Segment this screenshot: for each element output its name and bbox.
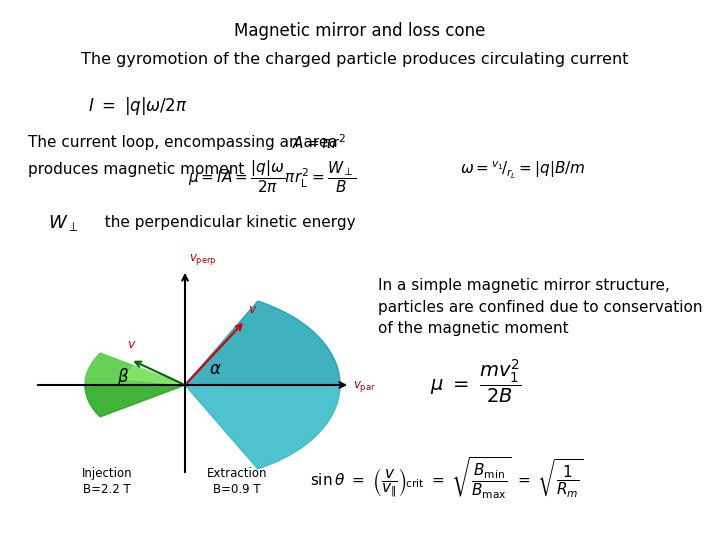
Text: The current loop, encompassing an area: The current loop, encompassing an area — [28, 135, 338, 150]
Text: Injection
B=2.2 T: Injection B=2.2 T — [81, 467, 132, 496]
Polygon shape — [185, 301, 340, 385]
Text: produces magnetic moment: produces magnetic moment — [28, 162, 244, 177]
Text: The gyromotion of the charged particle produces circulating current: The gyromotion of the charged particle p… — [81, 52, 629, 67]
Text: $\omega = {}^{v_1}\!/_{r_L} = |q|B/m$: $\omega = {}^{v_1}\!/_{r_L} = |q|B/m$ — [460, 160, 585, 181]
Text: Magnetic mirror and loss cone: Magnetic mirror and loss cone — [234, 22, 486, 40]
Text: Extraction
B=0.9 T: Extraction B=0.9 T — [207, 467, 267, 496]
Polygon shape — [185, 301, 340, 469]
Polygon shape — [126, 366, 185, 385]
Text: $I \ = \ |q|\omega/2\pi$: $I \ = \ |q|\omega/2\pi$ — [88, 95, 188, 117]
Text: $\mu \ = \ \dfrac{mv_1^2}{2B}$: $\mu \ = \ \dfrac{mv_1^2}{2B}$ — [430, 358, 522, 406]
Text: $\sin\theta \ = \ \left(\dfrac{v}{v_\|}\right)_{\!\mathrm{crit}} \ = \ \sqrt{\df: $\sin\theta \ = \ \left(\dfrac{v}{v_\|}\… — [310, 456, 583, 501]
Text: the perpendicular kinetic energy: the perpendicular kinetic energy — [95, 215, 356, 230]
Text: $v$: $v$ — [127, 338, 136, 350]
Text: $\beta$: $\beta$ — [117, 366, 129, 388]
Text: In a simple magnetic mirror structure,
particles are confined due to conservatio: In a simple magnetic mirror structure, p… — [378, 278, 703, 336]
Polygon shape — [85, 353, 185, 417]
Polygon shape — [85, 385, 185, 417]
Text: $A = \pi r^2$: $A = \pi r^2$ — [292, 133, 346, 152]
Text: $\mu = IA = \dfrac{|q|\omega}{2\pi}\pi r_{\mathrm{L}}^2 = \dfrac{W_\perp}{B}$: $\mu = IA = \dfrac{|q|\omega}{2\pi}\pi r… — [188, 158, 356, 195]
Text: $W_\perp$: $W_\perp$ — [48, 213, 78, 233]
Text: $\alpha$: $\alpha$ — [209, 361, 222, 377]
Text: $v$: $v$ — [248, 302, 258, 316]
Text: $v_{\mathrm{par}}$: $v_{\mathrm{par}}$ — [353, 380, 376, 395]
Text: $v_{\mathrm{perp}}$: $v_{\mathrm{perp}}$ — [189, 252, 217, 267]
